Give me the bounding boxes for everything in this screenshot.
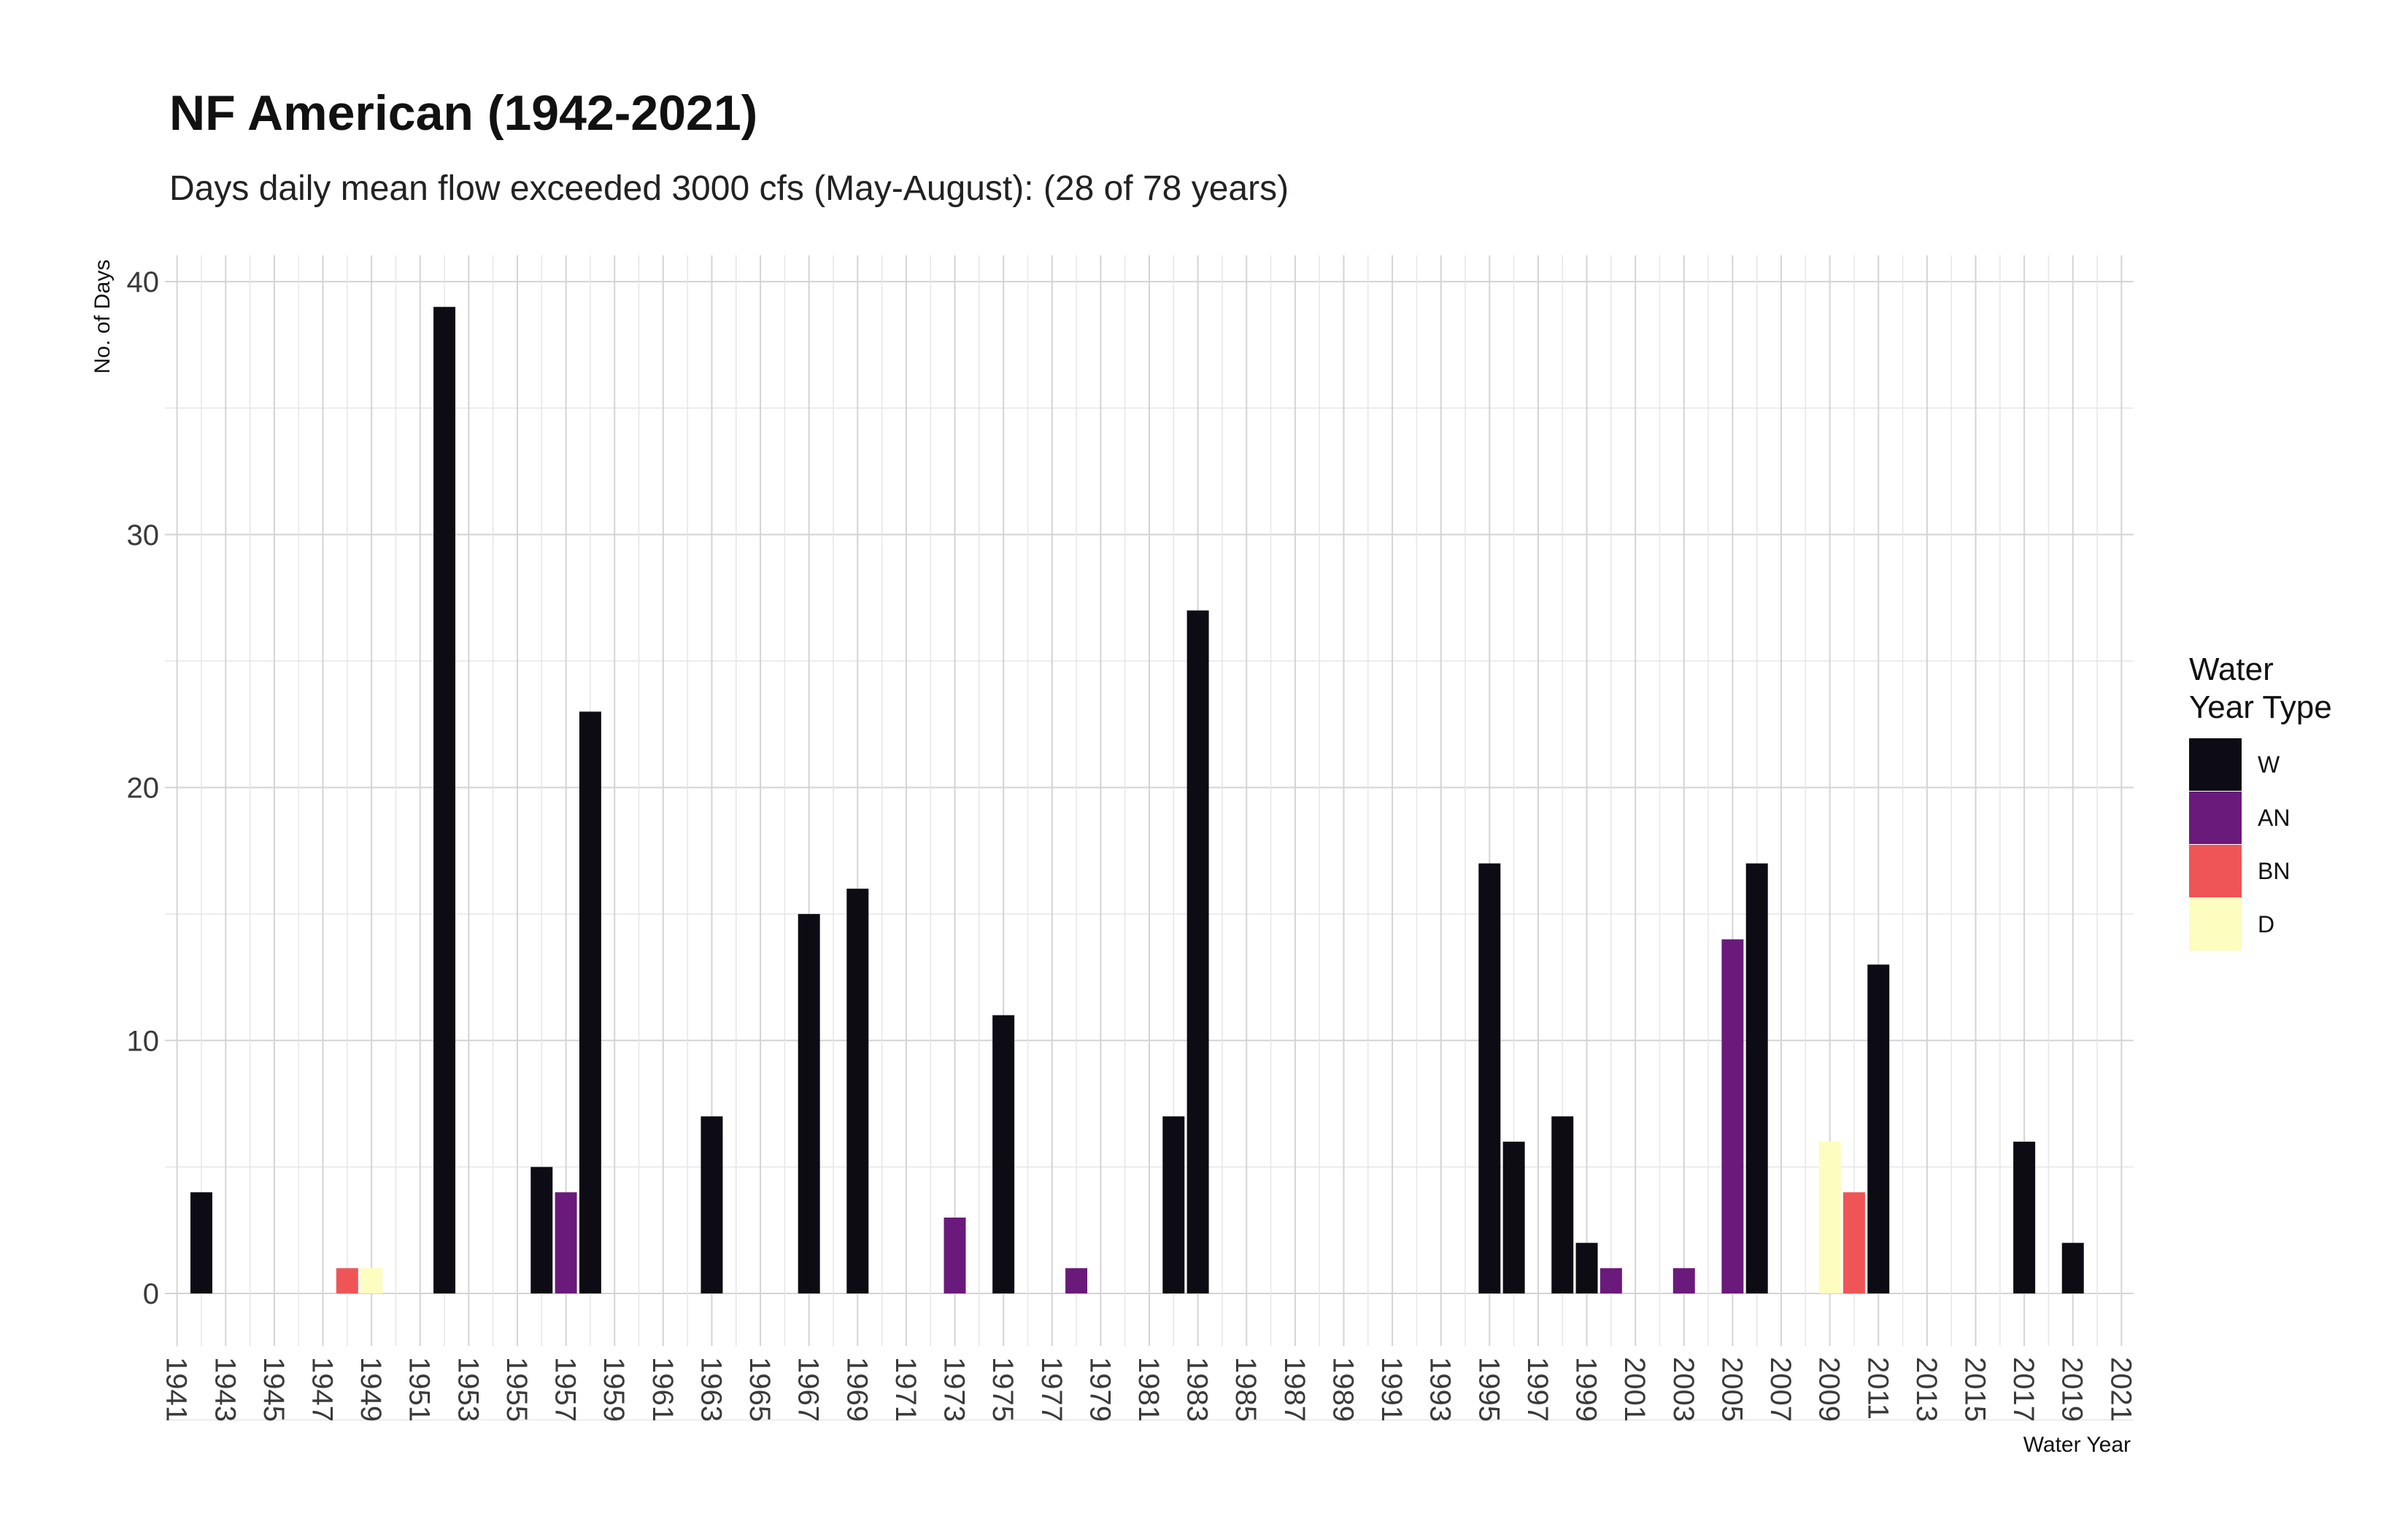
x-tick-label: 2007 [1764, 1357, 1797, 1422]
bar-1969 [846, 889, 869, 1293]
bar-1942 [190, 1192, 212, 1293]
legend-title: Water Year Type [2189, 651, 2332, 725]
bar-1958 [579, 711, 601, 1293]
bar-1998 [1551, 1116, 1574, 1293]
x-tick-label: 1987 [1278, 1357, 1311, 1422]
y-tick-label: 10 [127, 1025, 160, 1057]
bar-1982 [1162, 1116, 1185, 1293]
y-tick-label: 40 [127, 266, 160, 298]
bar-1983 [1186, 610, 1209, 1293]
bar-2011 [1867, 964, 1890, 1293]
x-tick-label: 2015 [1959, 1357, 1991, 1422]
x-tick-label: 1989 [1327, 1357, 1359, 1422]
x-tick-label: 1959 [598, 1357, 630, 1422]
x-tick-label: 2001 [1618, 1357, 1651, 1422]
x-tick-label: 1961 [647, 1357, 679, 1422]
bar-1967 [798, 913, 820, 1293]
x-tick-label: 2011 [1861, 1357, 1894, 1420]
x-tick-label: 1999 [1570, 1357, 1602, 1422]
bar-2006 [1745, 863, 1768, 1293]
x-axis-title: Water Year [2023, 1433, 2131, 1457]
bar-2017 [2013, 1141, 2036, 1293]
bar-1949 [360, 1268, 383, 1293]
x-tick-label: 1955 [501, 1357, 533, 1422]
bar-1952 [433, 306, 456, 1293]
x-tick-label: 1943 [209, 1357, 241, 1422]
bar-1999 [1575, 1242, 1598, 1293]
bar-2000 [1599, 1268, 1622, 1293]
x-tick-label: 1973 [938, 1357, 970, 1422]
x-tick-label: 1953 [452, 1357, 484, 1422]
bars [190, 306, 2084, 1293]
legend-label-d: D [2258, 911, 2274, 937]
y-tick-label: 30 [127, 519, 160, 552]
bar-2003 [1672, 1268, 1695, 1293]
x-tick-label: 1947 [306, 1357, 339, 1422]
y-axis-ticks: 0 10 20 30 40 [127, 266, 160, 1310]
x-tick-label: 1957 [549, 1357, 582, 1422]
x-tick-label: 2003 [1667, 1357, 1699, 1422]
x-tick-label: 1949 [355, 1357, 387, 1422]
legend-label-w: W [2258, 751, 2280, 778]
x-tick-label: 1997 [1521, 1357, 1554, 1422]
x-tick-label: 2005 [1716, 1357, 1748, 1422]
x-tick-label: 1985 [1230, 1357, 1262, 1422]
y-tick-label: 0 [143, 1278, 159, 1310]
x-tick-label: 2021 [2104, 1357, 2137, 1422]
x-tick-label: 1991 [1375, 1357, 1408, 1422]
legend-label-bn: BN [2258, 858, 2290, 884]
x-tick-label: 1965 [744, 1357, 776, 1422]
x-tick-label: 1963 [695, 1357, 727, 1422]
bar-2009 [1818, 1141, 1841, 1293]
legend-swatch-d [2189, 898, 2242, 951]
bar-1975 [992, 1015, 1015, 1293]
bar-2019 [2061, 1242, 2084, 1293]
x-axis-ticks: 1941 1943 1945 1947 1949 1951 1953 1955 1957 1959… [161, 1357, 2137, 1422]
x-tick-label: 2009 [1813, 1357, 1845, 1422]
bar-1957 [555, 1192, 577, 1293]
legend: Water Year Type W AN BN D [2189, 651, 2332, 951]
legend-swatch-w [2189, 738, 2242, 791]
x-tick-label: 1993 [1424, 1357, 1456, 1422]
y-axis-title: No. of Days [90, 260, 115, 374]
x-tick-label: 1979 [1084, 1357, 1116, 1422]
x-tick-label: 1971 [890, 1357, 922, 1422]
bar-1995 [1478, 863, 1501, 1293]
x-tick-label: 1969 [841, 1357, 873, 1422]
x-tick-label: 1941 [161, 1357, 193, 1422]
x-tick-label: 1951 [404, 1357, 436, 1422]
legend-swatch-an [2189, 792, 2242, 844]
bar-1948 [336, 1268, 358, 1293]
x-tick-label: 2013 [1910, 1357, 1942, 1422]
x-tick-label: 1975 [987, 1357, 1019, 1422]
bar-1973 [943, 1217, 966, 1293]
bar-1956 [530, 1167, 553, 1293]
x-tick-label: 2017 [2007, 1357, 2040, 1422]
legend-swatch-bn [2189, 845, 2242, 897]
x-tick-label: 1983 [1181, 1357, 1213, 1422]
chart-title: NF American (1942-2021) [169, 85, 757, 141]
bar-2005 [1721, 939, 1744, 1293]
bar-1996 [1502, 1141, 1525, 1293]
x-tick-label: 1995 [1473, 1357, 1505, 1422]
bar-2010 [1842, 1192, 1865, 1293]
x-tick-label: 1981 [1132, 1357, 1165, 1422]
legend-label-an: AN [2258, 805, 2290, 831]
bar-1978 [1065, 1268, 1088, 1293]
chart-subtitle: Days daily mean flow exceeded 3000 cfs (… [169, 169, 1289, 208]
bar-1963 [701, 1116, 723, 1293]
x-tick-label: 1945 [258, 1357, 290, 1422]
x-tick-label: 1967 [792, 1357, 825, 1422]
x-tick-label: 1977 [1035, 1357, 1068, 1422]
y-tick-label: 20 [127, 773, 160, 805]
x-tick-label: 2019 [2056, 1357, 2088, 1422]
